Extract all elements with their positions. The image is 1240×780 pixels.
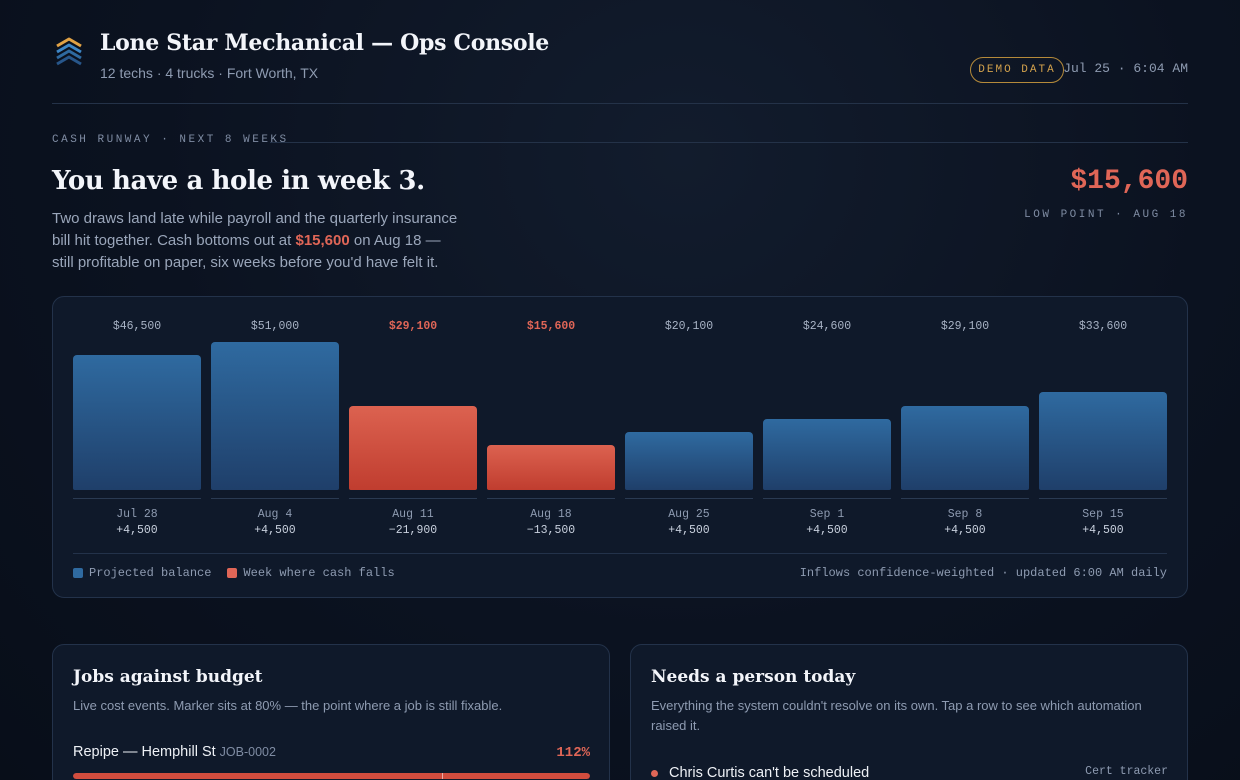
axis-baseline: [1039, 498, 1167, 499]
x-tick-label: Sep 8: [947, 508, 983, 521]
alert-dot-icon: [651, 770, 658, 777]
legend-swatch: [227, 568, 238, 578]
x-tick-label: Sep 1: [809, 508, 845, 521]
app-title: Lone Star Mechanical — Ops Console: [100, 30, 550, 56]
bar-falling-week[interactable]: [487, 445, 615, 490]
job-budget-bar: [73, 773, 590, 779]
weekly-change-label: +4,500: [668, 524, 710, 537]
bar-value-label: $29,100: [940, 320, 990, 333]
job-id: JOB-0002: [219, 745, 276, 759]
axis-baseline: [901, 498, 1029, 499]
bar-value-label: $24,600: [802, 320, 852, 333]
chart-column: $15,600 Aug 18 −13,500: [487, 297, 615, 547]
section-divider: [270, 142, 1188, 143]
chart-column: $29,100 Sep 8 +4,500: [901, 297, 1029, 547]
legend-label: Week where cash falls: [243, 566, 395, 580]
bar-value-label: $51,000: [250, 320, 300, 333]
weekly-change-label: +4,500: [1082, 524, 1124, 537]
job-budget-fill: [73, 773, 590, 779]
weekly-change-label: −21,900: [388, 524, 438, 537]
app-header: Lone Star Mechanical — Ops Console 12 te…: [52, 30, 1188, 104]
x-tick-label: Aug 11: [392, 508, 434, 521]
needs-item-text: Chris Curtis can't be scheduled: [669, 765, 870, 780]
weekly-change-label: +4,500: [116, 524, 158, 537]
x-tick-label: Jul 28: [116, 508, 158, 521]
job-budget-percent: 112%: [556, 745, 590, 761]
app-subtitle: 12 techs · 4 trucks · Fort Worth, TX: [100, 65, 319, 81]
jobs-card-title: Jobs against budget: [73, 667, 263, 687]
x-tick-label: Aug 18: [530, 508, 572, 521]
bar-value-label: $29,100: [388, 320, 438, 333]
chart-column: $20,100 Aug 25 +4,500: [625, 297, 753, 547]
summary-text-before: Two draws land late while payroll and th…: [52, 210, 458, 249]
chevron-stack-logo-icon: [56, 37, 82, 66]
needs-item-source: Cert tracker: [1085, 765, 1168, 778]
bar-projected-balance[interactable]: [901, 406, 1029, 490]
x-tick-label: Aug 25: [668, 508, 710, 521]
jobs-budget-card: Jobs against budget Live cost events. Ma…: [52, 644, 610, 780]
axis-baseline: [211, 498, 339, 499]
job-name: Repipe — Hemphill St JOB-0002: [73, 744, 276, 760]
summary-highlight-amount: $15,600: [295, 232, 350, 249]
bar-projected-balance[interactable]: [73, 355, 201, 490]
axis-baseline: [73, 498, 201, 499]
legend-divider: [73, 553, 1167, 554]
legend-item: Projected balance: [73, 566, 211, 580]
legend-label: Projected balance: [89, 566, 212, 580]
bar-projected-balance[interactable]: [763, 419, 891, 490]
bar-value-label: $20,100: [664, 320, 714, 333]
chart-column: $29,100 Aug 11 −21,900: [349, 297, 477, 547]
job-title: Repipe — Hemphill St: [73, 744, 216, 760]
runway-summary: Two draws land late while payroll and th…: [52, 208, 462, 274]
chart-column: $51,000 Aug 4 +4,500: [211, 297, 339, 547]
chart-footnote: Inflows confidence-weighted · updated 6:…: [799, 566, 1167, 580]
chart-column: $33,600 Sep 15 +4,500: [1039, 297, 1167, 547]
low-point-amount: $15,600: [1070, 166, 1188, 197]
low-point-summary: $15,600 LOW POINT · AUG 18: [1024, 166, 1188, 221]
chart-legend: Projected balance Week where cash falls: [73, 566, 411, 580]
axis-baseline: [349, 498, 477, 499]
bar-falling-week[interactable]: [349, 406, 477, 490]
summary-text-after: on Aug 18 — still profitable on paper, s…: [52, 232, 441, 271]
weekly-change-label: +4,500: [254, 524, 296, 537]
low-point-label: LOW POINT · AUG 18: [1024, 209, 1188, 221]
needs-card-description: Everything the system couldn't resolve o…: [651, 698, 1142, 733]
chart-column: $24,600 Sep 1 +4,500: [763, 297, 891, 547]
weekly-change-label: +4,500: [944, 524, 986, 537]
x-tick-label: Sep 15: [1082, 508, 1124, 521]
bar-value-label: $46,500: [112, 320, 162, 333]
section-label-cash-runway: CASH RUNWAY · NEXT 8 WEEKS: [52, 134, 289, 146]
bar-projected-balance[interactable]: [625, 432, 753, 490]
needs-list-item[interactable]: Chris Curtis can't be scheduled Cert tra…: [651, 763, 1168, 780]
axis-baseline: [763, 498, 891, 499]
x-tick-label: Aug 4: [257, 508, 293, 521]
jobs-card-description: Live cost events. Marker sits at 80% — t…: [73, 698, 503, 713]
bar-value-label: $33,600: [1078, 320, 1128, 333]
bar-projected-balance[interactable]: [1039, 392, 1167, 490]
bar-projected-balance[interactable]: [211, 342, 339, 490]
weekly-change-label: −13,500: [526, 524, 576, 537]
weekly-change-label: +4,500: [806, 524, 848, 537]
cash-runway-chart: $46,500 Jul 28 +4,500 $51,000 Aug 4 +4,500 $29…: [52, 296, 1188, 598]
axis-baseline: [625, 498, 753, 499]
job-row[interactable]: Repipe — Hemphill St JOB-0002 112%: [73, 744, 590, 764]
runway-headline: You have a hole in week 3.: [52, 166, 425, 196]
chart-column: $46,500 Jul 28 +4,500: [73, 297, 201, 547]
chart-plot-area: $46,500 Jul 28 +4,500 $51,000 Aug 4 +4,500 $29…: [73, 297, 1167, 547]
bar-value-label: $15,600: [526, 320, 576, 333]
demo-data-badge: DEMO DATA: [970, 57, 1064, 83]
legend-item: Week where cash falls: [227, 566, 395, 580]
needs-card-title: Needs a person today: [651, 667, 856, 687]
clock-readout: Jul 25 · 6:04 AM: [1063, 61, 1188, 76]
legend-swatch: [73, 568, 83, 578]
needs-person-card: Needs a person today Everything the syst…: [630, 644, 1188, 780]
fixable-threshold-marker: [442, 773, 444, 779]
axis-baseline: [487, 498, 615, 499]
